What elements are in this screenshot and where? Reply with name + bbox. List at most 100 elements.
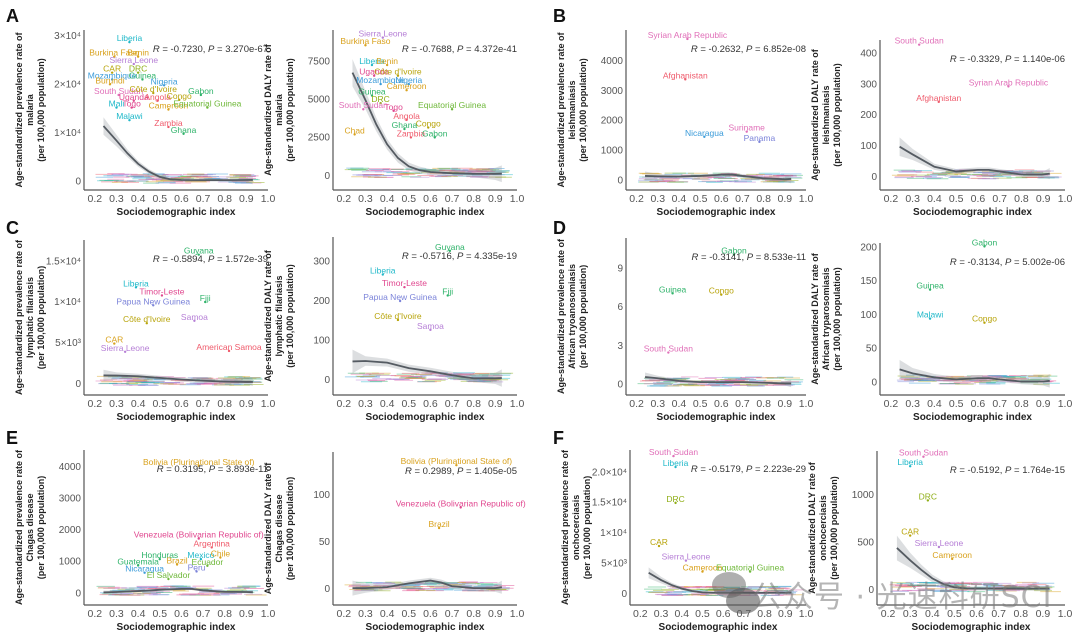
data-point xyxy=(136,71,140,74)
data-point xyxy=(381,36,384,39)
y-axis-label: Age-standardized prevalence rate of xyxy=(560,449,570,605)
x-tick-label: 0.6 xyxy=(423,193,438,205)
x-tick-label: 0.9 xyxy=(488,608,503,620)
x-tick-label: 1.0 xyxy=(1058,398,1073,410)
x-axis-label: Sociodemographic index xyxy=(366,622,485,633)
stat-part: R xyxy=(157,464,164,475)
chart-C-daly: 0.2 0.3 0.4 0.5 0.6 0.7 0.8 0.9 1.0 0 100 200 300 Soc… xyxy=(263,237,524,423)
trend-line xyxy=(899,145,1050,176)
data-point xyxy=(206,106,209,109)
y-tick-label: 2.0×10⁴ xyxy=(592,467,627,478)
data-point xyxy=(398,299,402,303)
data-point xyxy=(152,91,155,95)
data-point xyxy=(403,127,406,131)
y-axis-label: (per 100,000 population) xyxy=(285,477,295,581)
data-point-label: Afghanistan xyxy=(916,93,961,103)
y-tick-label: 4000 xyxy=(601,56,624,67)
x-tick-label: 0.5 xyxy=(949,398,964,410)
x-tick-label: 0.2 xyxy=(633,608,648,620)
data-point-label: Liberia xyxy=(663,458,689,468)
data-point-label: Ghana xyxy=(392,120,418,130)
data-point xyxy=(379,101,382,105)
data-point-label: Ghana xyxy=(171,125,197,135)
stat-annotation: R = 0.2989, P = 1.405e-05 xyxy=(405,466,517,477)
panel-letter-b: B xyxy=(553,6,566,26)
stat-part: P xyxy=(1005,257,1012,268)
x-tick-label: 0.7 xyxy=(991,608,1006,620)
y-axis-label: Age-standardized prevalence rate of xyxy=(14,449,24,605)
stat-part: P xyxy=(208,44,215,55)
x-tick-label: 0.4 xyxy=(380,608,395,620)
y-axis-label: (per 100,000 population) xyxy=(578,58,588,162)
x-tick-label: 0.8 xyxy=(466,398,481,410)
y-tick-label: 100 xyxy=(860,141,877,152)
data-point xyxy=(152,304,155,307)
x-tick-label: 0.5 xyxy=(401,193,416,205)
data-point xyxy=(113,342,116,345)
x-tick-label: 1.0 xyxy=(261,193,276,205)
x-tick-label: 0.2 xyxy=(337,608,352,620)
trend-line xyxy=(352,360,502,380)
data-point-label: Guyana xyxy=(184,246,214,256)
chart-D-prev: 0.2 0.3 0.4 0.5 0.6 0.7 0.8 0.9 1.0 0 3 6 9 Sociodemo… xyxy=(556,238,813,423)
data-point xyxy=(720,293,723,296)
y-tick-label: 2×10⁴ xyxy=(54,79,81,90)
data-point xyxy=(199,93,203,97)
data-point-label: DRC xyxy=(371,94,389,104)
data-point-label: Togo xyxy=(384,102,403,112)
data-point-label: Samoa xyxy=(181,312,208,322)
x-tick-label: 0.9 xyxy=(239,193,254,205)
x-tick-label: 0.9 xyxy=(1036,608,1051,620)
y-tick-label: 1×10⁴ xyxy=(54,297,81,308)
x-tick-label: 0.2 xyxy=(629,193,644,205)
data-point xyxy=(674,465,677,469)
trend-line xyxy=(899,368,1050,383)
data-point xyxy=(175,563,179,566)
x-tick-label: 0.3 xyxy=(905,193,920,205)
data-point-label: Timor-Leste xyxy=(139,286,184,296)
data-point-label: Timor-Leste xyxy=(382,278,427,288)
data-point xyxy=(448,249,452,253)
data-point xyxy=(381,273,384,276)
trend-line xyxy=(103,587,253,594)
stat-part: = -0.5179, xyxy=(698,464,746,475)
data-point xyxy=(671,292,674,295)
y-tick-label: 0 xyxy=(617,176,623,187)
y-tick-label: 6 xyxy=(617,302,623,313)
data-point-label: Brazil xyxy=(428,519,449,529)
data-point xyxy=(197,253,200,256)
chart-F-daly: 0.2 0.3 0.4 0.5 0.6 0.7 0.8 0.9 1.0 0 500 1000 Socio… xyxy=(807,448,1072,633)
stat-part: = 3.893e-11 xyxy=(215,464,268,475)
data-point xyxy=(197,537,200,540)
data-point-label: Syrian Arab Republic xyxy=(648,30,728,40)
data-point-label: Burundi xyxy=(95,75,124,85)
data-point xyxy=(433,136,436,139)
stat-part: P xyxy=(747,252,754,263)
trend-line xyxy=(352,579,502,590)
y-axis-label: malaria xyxy=(274,93,284,126)
data-point xyxy=(429,328,432,332)
data-point xyxy=(158,557,161,561)
x-tick-label: 0.4 xyxy=(131,193,146,205)
y-tick-label: 0 xyxy=(871,377,877,388)
data-point-label: Gabon xyxy=(721,246,747,256)
x-tick-label: 0.3 xyxy=(358,398,373,410)
data-point-label: Congo xyxy=(167,91,192,101)
data-point-label: Liberia xyxy=(897,457,923,467)
x-tick-label: 0.3 xyxy=(109,398,124,410)
data-point xyxy=(937,100,940,104)
data-point xyxy=(917,43,921,46)
x-tick-label: 0.8 xyxy=(466,193,481,205)
data-point xyxy=(732,253,736,256)
data-point-label: Zambia xyxy=(397,128,426,138)
stat-part: R xyxy=(153,254,160,265)
x-axis-label: Sociodemographic index xyxy=(117,412,236,423)
data-point-label: Uganda xyxy=(119,92,149,102)
stat-annotation: R = -0.5716, P = 4.335e-19 xyxy=(402,251,517,262)
stat-part: = 5.002e-06 xyxy=(1011,257,1065,268)
y-tick-label: 2500 xyxy=(308,133,331,144)
x-tick-label: 0.5 xyxy=(695,608,710,620)
y-tick-label: 500 xyxy=(857,537,874,548)
y-tick-label: 7500 xyxy=(308,56,331,67)
